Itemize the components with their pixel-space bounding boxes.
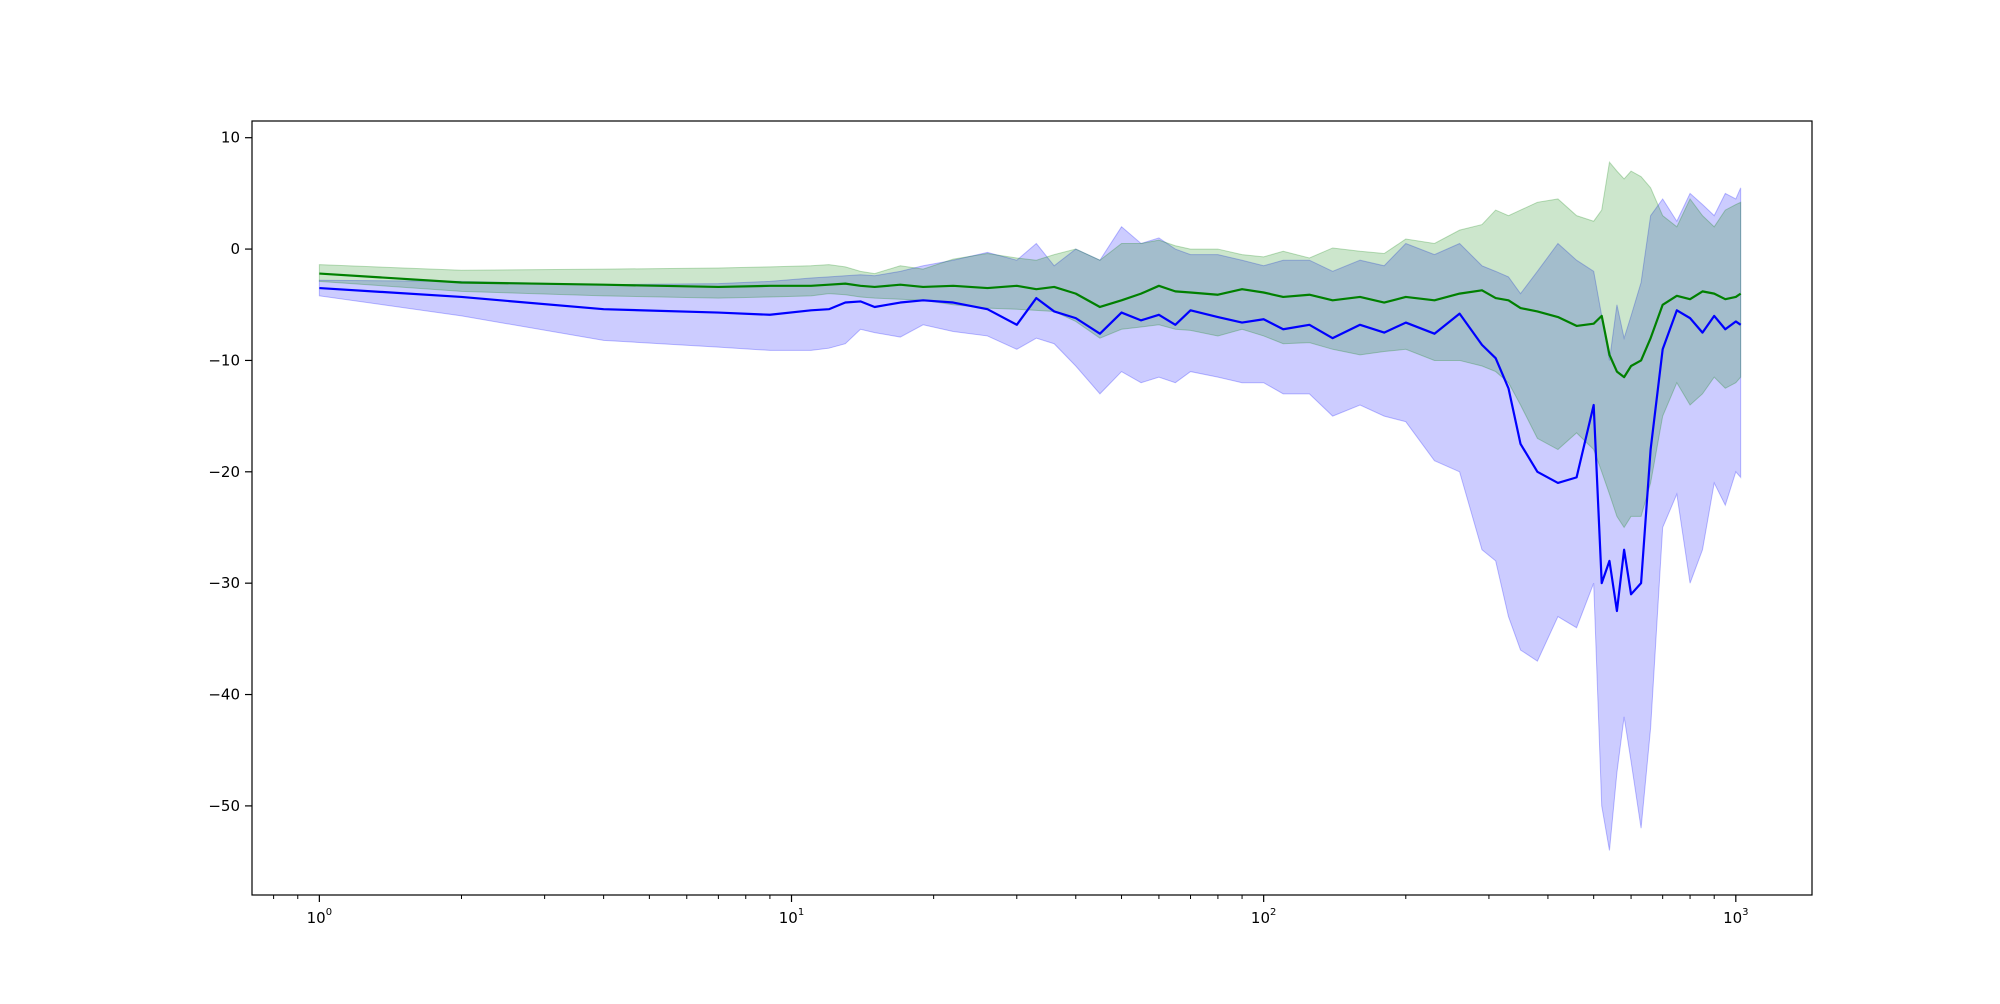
- y-tick-label: −50: [208, 797, 240, 815]
- y-tick-label: −30: [208, 574, 240, 592]
- y-tick-label: 10: [221, 129, 240, 147]
- y-tick-label: 0: [230, 240, 240, 258]
- y-tick-label: −20: [208, 463, 240, 481]
- y-tick-label: −10: [208, 351, 240, 369]
- y-tick-label: −40: [208, 686, 240, 704]
